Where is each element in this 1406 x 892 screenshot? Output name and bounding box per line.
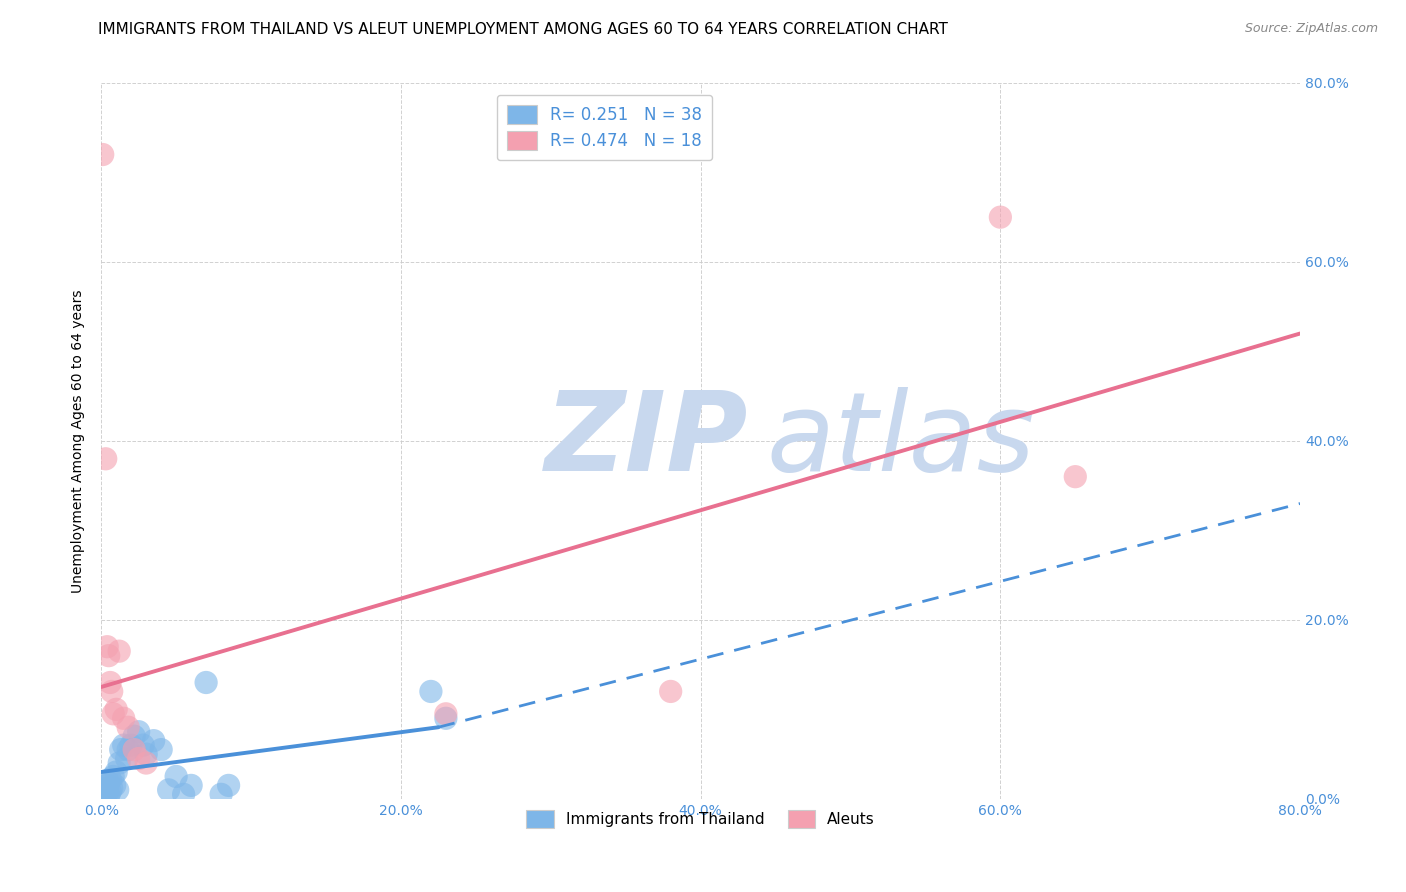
Point	[105, 764, 128, 779]
Point	[128, 751, 150, 765]
Point	[115, 751, 138, 765]
Point	[103, 769, 125, 783]
Point	[97, 648, 120, 663]
Point	[142, 733, 165, 747]
Point	[93, 783, 115, 797]
Point	[98, 675, 121, 690]
Text: Source: ZipAtlas.com: Source: ZipAtlas.com	[1244, 22, 1378, 36]
Point	[218, 778, 240, 792]
Point	[98, 772, 121, 786]
Point	[96, 778, 118, 792]
Point	[94, 781, 117, 796]
Point	[1064, 469, 1087, 483]
Text: ZIP: ZIP	[544, 387, 748, 494]
Point	[108, 756, 131, 770]
Text: atlas: atlas	[766, 387, 1035, 494]
Point	[104, 778, 127, 792]
Point	[135, 747, 157, 761]
Point	[195, 675, 218, 690]
Point	[209, 788, 232, 802]
Point	[988, 210, 1011, 224]
Point	[94, 788, 117, 802]
Point	[103, 706, 125, 721]
Point	[128, 724, 150, 739]
Point	[117, 742, 139, 756]
Legend: Immigrants from Thailand, Aleuts: Immigrants from Thailand, Aleuts	[520, 805, 882, 834]
Point	[96, 786, 118, 800]
Point	[132, 738, 155, 752]
Point	[94, 451, 117, 466]
Point	[157, 783, 180, 797]
Text: IMMIGRANTS FROM THAILAND VS ALEUT UNEMPLOYMENT AMONG AGES 60 TO 64 YEARS CORRELA: IMMIGRANTS FROM THAILAND VS ALEUT UNEMPL…	[98, 22, 948, 37]
Point	[122, 729, 145, 743]
Y-axis label: Unemployment Among Ages 60 to 64 years: Unemployment Among Ages 60 to 64 years	[72, 289, 86, 592]
Point	[97, 789, 120, 803]
Point	[107, 783, 129, 797]
Point	[434, 706, 457, 721]
Point	[93, 789, 115, 804]
Point	[135, 756, 157, 770]
Point	[112, 711, 135, 725]
Point	[165, 769, 187, 783]
Point	[120, 738, 142, 752]
Point	[173, 788, 195, 802]
Point	[91, 147, 114, 161]
Point	[419, 684, 441, 698]
Point	[108, 644, 131, 658]
Point	[96, 640, 118, 654]
Point	[122, 742, 145, 756]
Point	[97, 775, 120, 789]
Point	[434, 711, 457, 725]
Point	[659, 684, 682, 698]
Point	[100, 781, 122, 796]
Point	[110, 742, 132, 756]
Point	[150, 742, 173, 756]
Point	[105, 702, 128, 716]
Point	[98, 785, 121, 799]
Point	[117, 720, 139, 734]
Point	[100, 684, 122, 698]
Point	[112, 738, 135, 752]
Point	[91, 785, 114, 799]
Point	[180, 778, 202, 792]
Point	[91, 788, 114, 802]
